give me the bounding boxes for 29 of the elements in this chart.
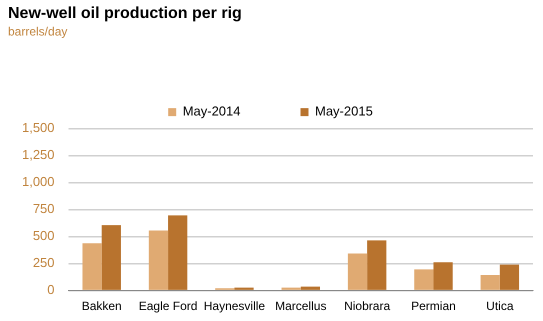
legend-label: May-2014 — [182, 104, 241, 119]
bar — [300, 286, 320, 290]
bar — [480, 275, 500, 290]
legend-label: May-2015 — [315, 104, 373, 119]
chart-subtitle: barrels/day — [8, 24, 68, 39]
x-tick-label: Eagle Ford — [138, 299, 198, 314]
bar — [433, 262, 453, 290]
y-tick-label: 1,250 — [22, 147, 55, 162]
chart-title: New-well oil production per rig — [8, 5, 242, 22]
x-tick-label: Utica — [486, 299, 514, 314]
bar — [168, 215, 188, 290]
x-tick-label: Haynesville — [204, 299, 266, 314]
bar — [348, 253, 368, 290]
y-tick-label: 1,500 — [22, 120, 55, 136]
bar — [500, 264, 520, 290]
x-tick-label: Permian — [411, 299, 456, 314]
y-tick-label: 250 — [32, 255, 55, 270]
bar — [148, 230, 168, 290]
x-tick-label: Niobrara — [344, 299, 390, 314]
y-tick-label: 1,000 — [22, 174, 55, 190]
y-tick-label: 0 — [47, 282, 55, 298]
x-tick-label: Bakken — [82, 299, 122, 314]
bar — [82, 243, 102, 290]
bar — [414, 269, 434, 290]
y-tick-label: 500 — [32, 228, 55, 244]
x-tick-label: Marcellus — [275, 299, 326, 314]
y-tick-label: 750 — [32, 201, 55, 216]
bar — [102, 225, 121, 290]
bar — [367, 240, 386, 290]
